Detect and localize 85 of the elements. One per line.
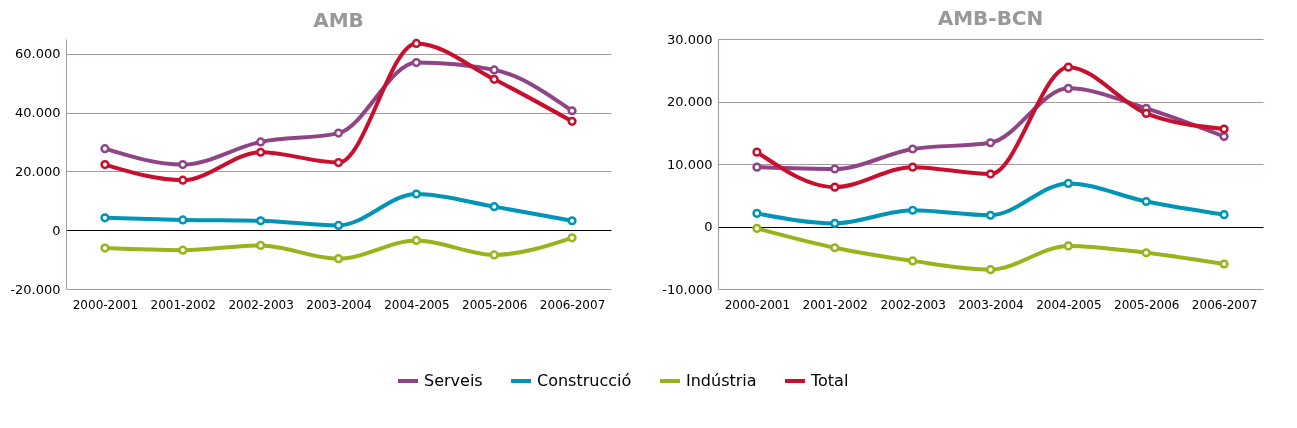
x-tick-label: 2002-2003	[880, 297, 946, 312]
point	[908, 144, 918, 154]
legend-label: Total	[810, 371, 849, 390]
point	[567, 116, 577, 126]
x-tick-label: 2003-2004	[958, 297, 1024, 312]
point	[178, 159, 188, 170]
point	[256, 240, 266, 251]
point	[100, 213, 110, 223]
point	[411, 189, 421, 199]
point	[752, 223, 762, 233]
point	[567, 106, 577, 116]
point	[1219, 259, 1229, 269]
point	[178, 215, 188, 225]
point	[985, 210, 996, 220]
point	[1063, 241, 1073, 251]
point	[489, 74, 499, 84]
y-tick-label: 40.000	[15, 105, 61, 121]
y-tick-label: -10.000	[662, 281, 713, 297]
x-tick-label: 2003-2004	[306, 297, 372, 312]
point	[100, 159, 110, 170]
point	[333, 128, 344, 138]
point	[752, 208, 762, 218]
point	[333, 220, 344, 231]
point	[1063, 83, 1073, 93]
y-tick-label: 30.000	[667, 31, 713, 47]
point	[752, 147, 762, 157]
point	[411, 235, 421, 246]
point	[178, 175, 188, 185]
x-tick-label: 2000-2001	[724, 297, 791, 312]
point	[1141, 108, 1151, 118]
y-tick-label: 10.000	[667, 156, 713, 172]
x-tick-label: 2001-2002	[150, 297, 216, 312]
point	[1063, 178, 1073, 188]
point	[100, 243, 110, 253]
y-tick-label: 20.000	[667, 94, 713, 109]
point	[985, 138, 996, 148]
point	[489, 202, 499, 212]
point	[1063, 62, 1073, 72]
point	[256, 137, 266, 147]
x-tick-label: 2002-2003	[228, 297, 294, 312]
chart-title: AMB	[313, 8, 364, 33]
point	[830, 164, 840, 174]
x-tick-label: 2001-2002	[802, 297, 868, 312]
y-tick-label: 0	[52, 222, 61, 238]
point	[908, 162, 918, 172]
legend-label: Serveis	[424, 371, 483, 390]
point	[1219, 131, 1229, 142]
point	[985, 169, 996, 179]
point	[256, 147, 266, 157]
point	[411, 57, 421, 68]
point	[908, 205, 918, 215]
point	[489, 65, 499, 75]
point	[489, 250, 499, 260]
point	[908, 256, 918, 266]
chart-title: AMB-BCN	[937, 6, 1044, 30]
point	[567, 233, 577, 243]
point	[752, 162, 762, 172]
y-tick-label: -20.000	[10, 281, 61, 297]
point	[333, 157, 344, 168]
point	[1141, 196, 1151, 207]
point	[411, 38, 421, 49]
y-tick-label: 20.000	[15, 163, 61, 179]
x-tick-label: 2004-2005	[1036, 297, 1102, 312]
point	[1219, 124, 1229, 134]
point	[830, 182, 840, 192]
point	[1141, 248, 1151, 258]
point	[1219, 210, 1229, 220]
point	[256, 216, 266, 226]
x-tick-label: 2004-2005	[384, 297, 450, 312]
point	[830, 218, 840, 228]
y-tick-label: 0	[704, 219, 713, 234]
x-tick-label: 2006-2007	[539, 297, 606, 312]
point	[830, 243, 840, 253]
point	[178, 245, 188, 255]
y-tick-label: 60.000	[15, 46, 61, 62]
x-tick-label: 2005-2006	[1114, 297, 1180, 312]
point	[567, 216, 577, 226]
x-tick-label: 2000-2001	[72, 297, 139, 312]
point	[333, 254, 344, 264]
point	[100, 144, 110, 154]
point	[985, 265, 996, 275]
legend-label: Indústria	[686, 371, 757, 390]
legend-label: Construcció	[537, 371, 632, 390]
x-tick-label: 2006-2007	[1191, 297, 1258, 312]
x-tick-label: 2005-2006	[462, 297, 528, 312]
